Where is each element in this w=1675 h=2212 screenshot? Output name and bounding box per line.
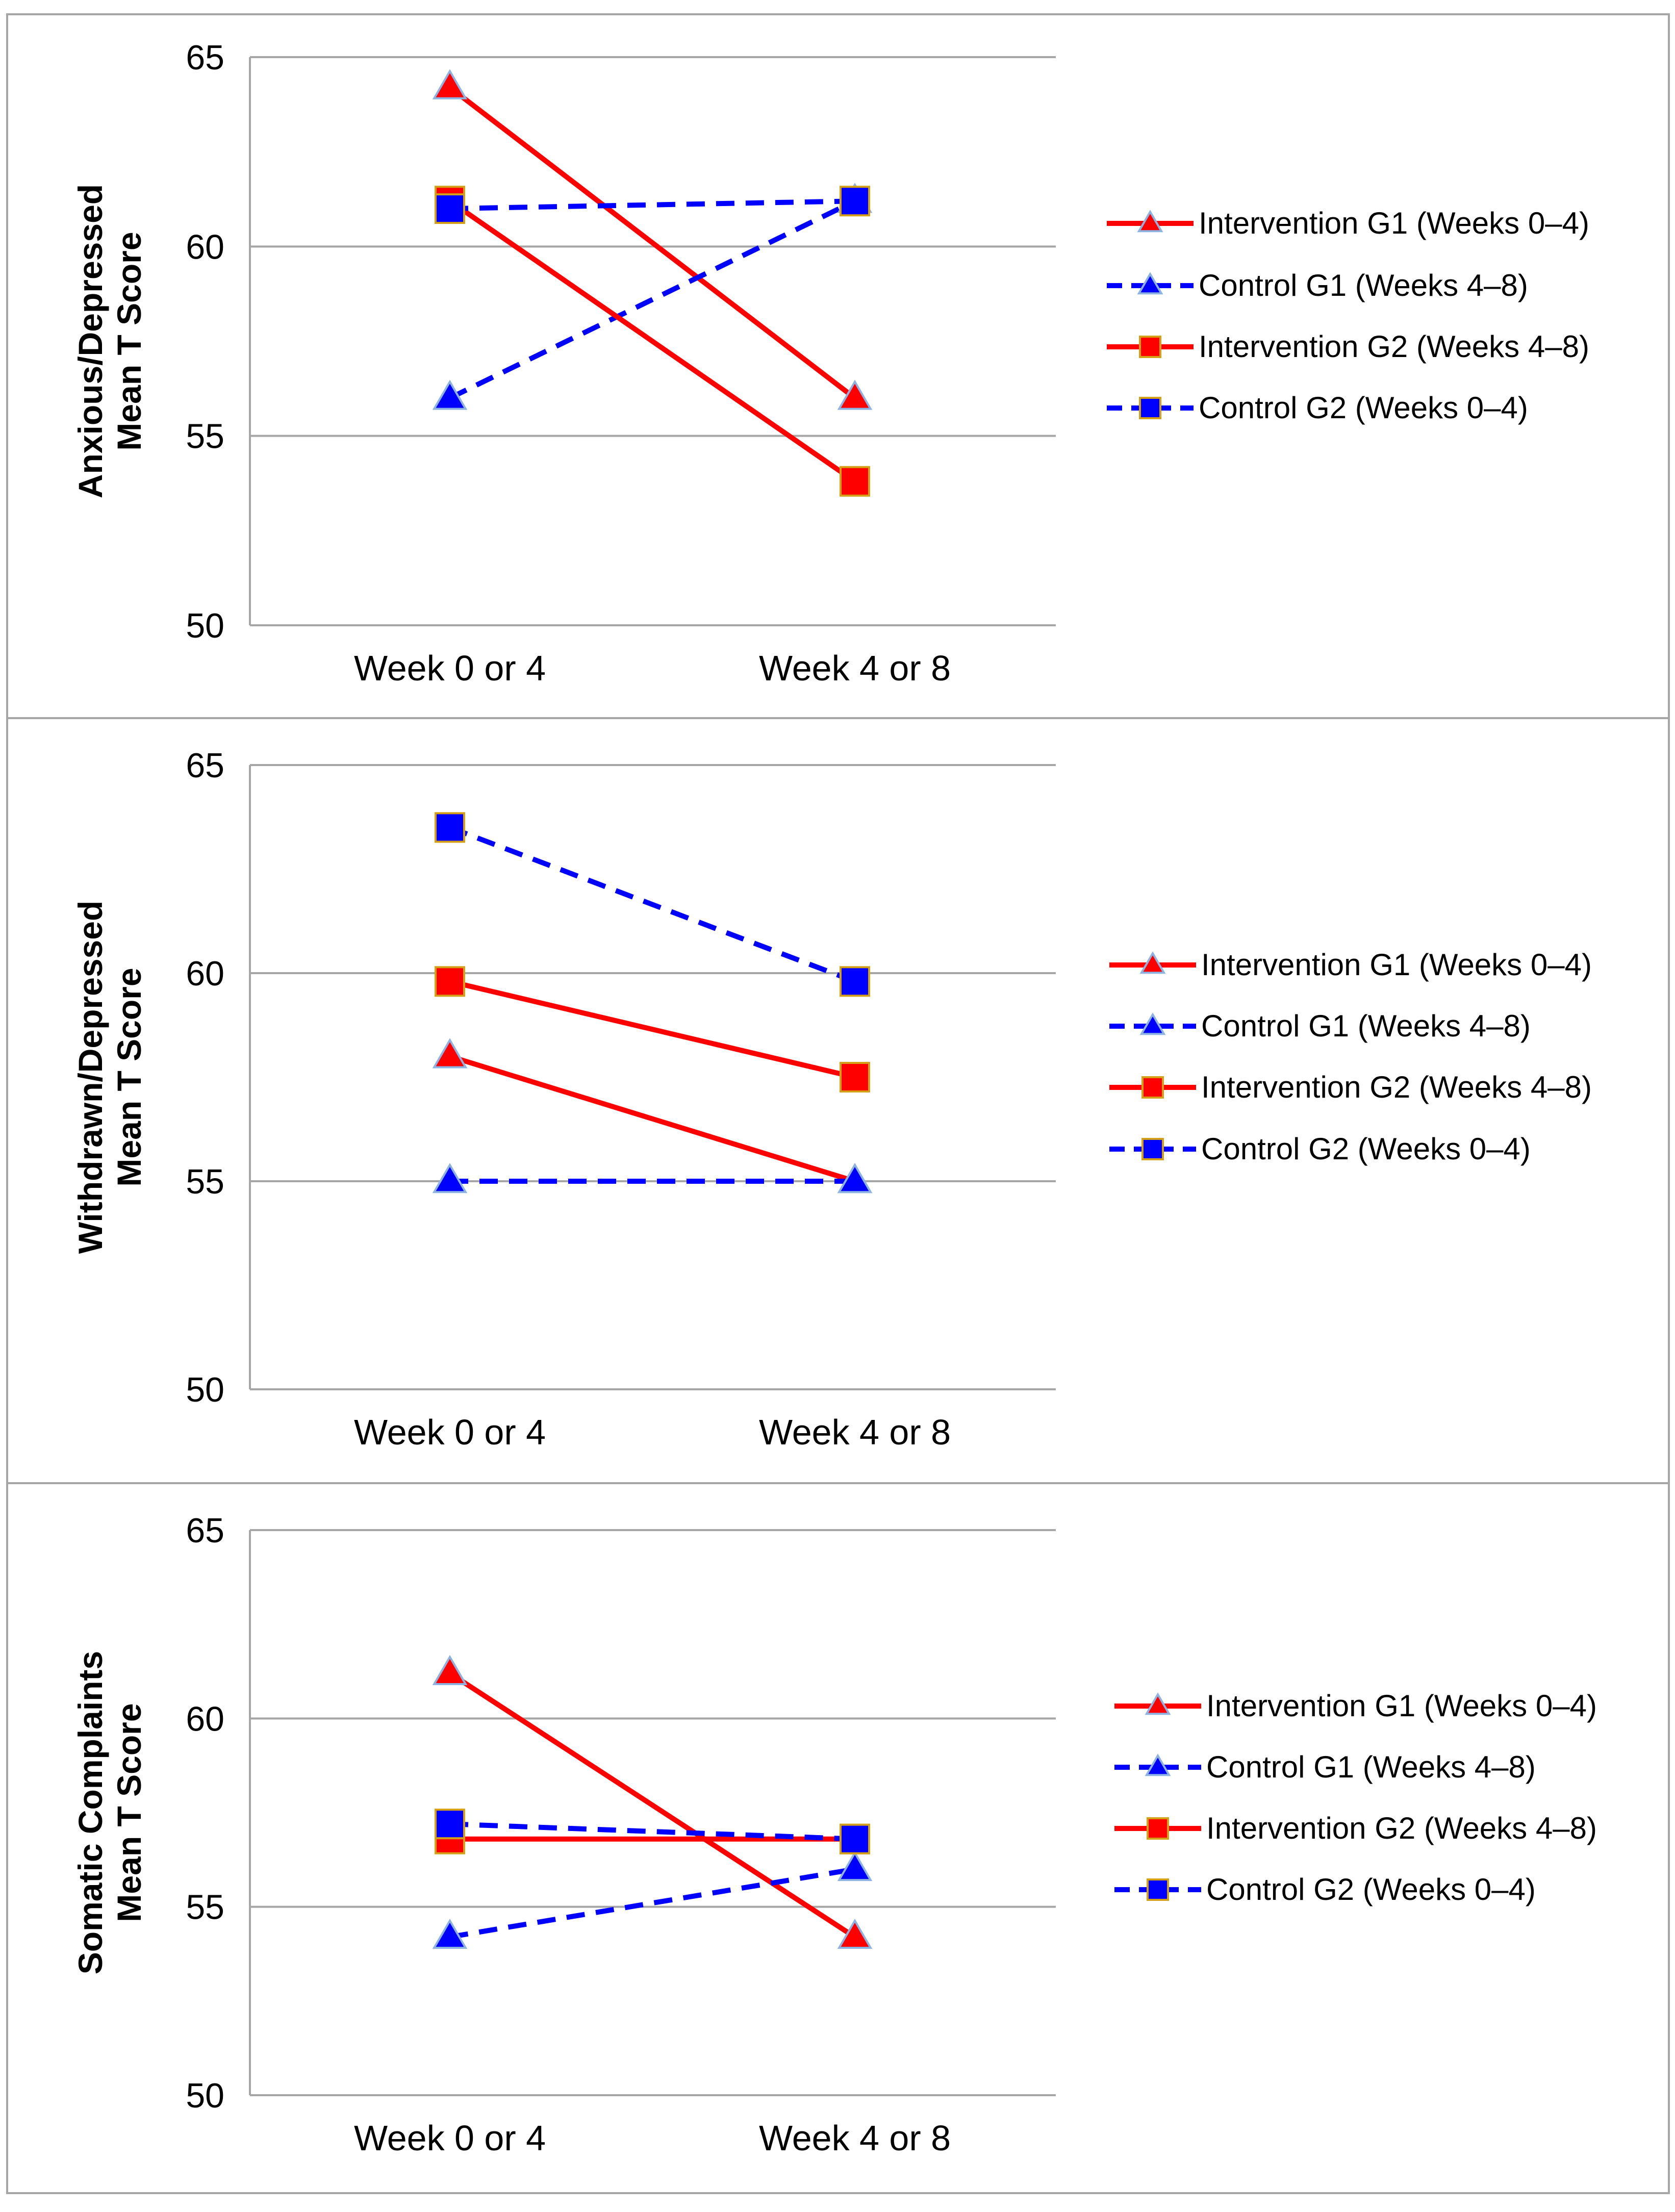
- data-point: [840, 466, 870, 497]
- y-axis-label-line: Mean T Score: [110, 968, 148, 1186]
- legend-marker: [1139, 397, 1161, 419]
- x-tick-label: Week 4 or 8: [759, 2118, 951, 2158]
- data-point: [840, 966, 870, 997]
- data-point: [432, 379, 468, 410]
- legend-entry: Intervention G1 (Weeks 0–4): [1201, 948, 1592, 982]
- series-line-3: [449, 979, 856, 1080]
- chart-panel-1: 50 55 60 65 Week 0 or 4 Week 4 or 8 Anxious/De…: [71, 38, 1589, 688]
- series-line-4: [449, 198, 855, 212]
- data-point: [432, 1038, 468, 1069]
- y-tick-label: 55: [186, 417, 224, 456]
- data-point: [837, 1850, 873, 1882]
- x-tick-label: Week 0 or 4: [354, 648, 546, 688]
- legend-marker: [1137, 272, 1163, 295]
- series-line-2: [448, 198, 856, 400]
- series-line-1: [448, 85, 857, 400]
- y-axis-label-line: Mean T Score: [110, 1703, 148, 1922]
- series-line-2: [449, 1866, 855, 1940]
- y-axis-label-line: Mean T Score: [110, 232, 148, 450]
- data-point: [435, 966, 465, 997]
- legend-marker: [1147, 1817, 1169, 1840]
- legend-marker: [1145, 1692, 1171, 1715]
- y-tick-label: 55: [186, 1888, 224, 1927]
- data-point: [837, 1918, 873, 1949]
- data-point: [432, 1918, 468, 1949]
- y-tick-label: 55: [186, 1162, 224, 1201]
- y-tick-label: 50: [186, 1370, 224, 1409]
- series-line-4: [449, 825, 856, 984]
- y-axis-label: Somatic ComplaintsMean T Score: [71, 1651, 148, 1974]
- data-point: [435, 1809, 465, 1840]
- legend-entry: Intervention G2 (Weeks 4–8): [1201, 1070, 1592, 1104]
- chart-panel-3: 50 55 60 65 Week 0 or 4 Week 4 or 8 Somatic Co…: [71, 1511, 1597, 2158]
- data-point: [432, 1163, 468, 1193]
- series-line-4: [449, 1821, 855, 1842]
- y-tick-label: 60: [186, 1699, 224, 1738]
- y-tick-label: 65: [186, 38, 224, 77]
- data-point: [432, 69, 468, 99]
- legend-entry: Control G2 (Weeks 0–4): [1206, 1872, 1536, 1906]
- y-axis-label: Anxious/DepressedMean T Score: [71, 184, 148, 498]
- legend-entry: Control G1 (Weeks 4–8): [1199, 268, 1528, 302]
- legend-entry: Intervention G1 (Weeks 0–4): [1206, 1689, 1597, 1723]
- panels-root: 50 55 60 65 Week 0 or 4 Week 4 or 8 Anxious/De…: [71, 38, 1597, 2158]
- y-axis-label-line: Anxious/Depressed: [71, 184, 109, 498]
- legend-marker: [1145, 1753, 1171, 1776]
- legend-entry: Control G2 (Weeks 0–4): [1199, 391, 1528, 425]
- series-line-1: [449, 1054, 856, 1184]
- y-tick-label: 50: [186, 2076, 224, 2115]
- x-tick-label: Week 4 or 8: [759, 648, 951, 688]
- legend-entry: Intervention G2 (Weeks 4–8): [1206, 1811, 1597, 1845]
- y-axis-label-line: Somatic Complaints: [71, 1651, 109, 1974]
- panel-frames: [6, 13, 1670, 2194]
- legend-entry: Control G2 (Weeks 0–4): [1201, 1132, 1531, 1166]
- y-axis-label: Withdrawn/DepressedMean T Score: [71, 901, 148, 1254]
- data-point: [840, 186, 870, 217]
- y-tick-label: 60: [186, 227, 224, 266]
- y-tick-label: 65: [186, 1511, 224, 1550]
- y-tick-label: 65: [186, 746, 224, 785]
- legend-entry: Control G1 (Weeks 4–8): [1206, 1750, 1536, 1784]
- data-point: [837, 379, 873, 410]
- panel-frame-1: [6, 13, 1670, 719]
- legend-entry: Intervention G1 (Weeks 0–4): [1199, 206, 1589, 240]
- data-point: [840, 1823, 870, 1854]
- data-point: [840, 1062, 870, 1092]
- x-tick-label: Week 0 or 4: [354, 1412, 546, 1452]
- series-line-3: [448, 199, 856, 484]
- y-tick-label: 50: [186, 606, 224, 645]
- legend-marker: [1147, 1878, 1169, 1901]
- legend-marker: [1139, 1012, 1166, 1035]
- data-point: [435, 812, 465, 843]
- legend-marker: [1141, 1138, 1164, 1160]
- x-tick-label: Week 0 or 4: [354, 2118, 546, 2158]
- legend-marker: [1139, 951, 1166, 974]
- y-axis-label-line: Withdrawn/Depressed: [71, 901, 109, 1254]
- data-point: [432, 1655, 468, 1685]
- legend-entry: Control G1 (Weeks 4–8): [1201, 1009, 1531, 1043]
- data-point: [435, 193, 465, 224]
- data-point: [837, 1163, 873, 1193]
- series-line-1: [448, 1671, 856, 1939]
- legend-marker: [1139, 336, 1161, 358]
- panel-frame-3: [6, 1482, 1670, 2194]
- legend-marker: [1137, 210, 1163, 233]
- legend-entry: Intervention G2 (Weeks 4–8): [1199, 329, 1589, 364]
- x-tick-label: Week 4 or 8: [759, 1412, 951, 1452]
- y-tick-label: 60: [186, 954, 224, 993]
- legend-marker: [1141, 1076, 1164, 1099]
- chart-panel-2: 50 55 60 65 Week 0 or 4 Week 4 or 8 Withdrawn/…: [71, 746, 1592, 1452]
